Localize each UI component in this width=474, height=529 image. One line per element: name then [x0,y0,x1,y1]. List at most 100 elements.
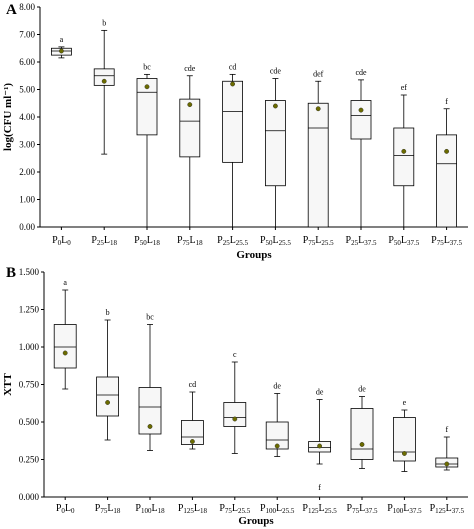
box [350,408,374,460]
box [393,127,415,187]
box [96,376,119,417]
significance-letter: cde [355,68,367,77]
box [264,100,286,187]
y-tick-label: 5.00 [19,85,35,95]
y-tick-label: 1.500 [19,267,40,277]
y-tick-label: 0.250 [19,455,40,465]
y-tick-label: 1.000 [19,342,40,352]
mean-marker [358,107,364,113]
y-tick-label: 0.00 [19,222,35,232]
category-label: P25L25.5 [217,235,248,247]
y-tick-label: 0.000 [19,492,40,502]
significance-letter: cd [189,380,197,389]
significance-letter: b [106,308,110,317]
y-tick-label: 0.750 [19,380,40,390]
category-label: P100L18 [135,503,165,515]
category-label: P75L25.5 [219,503,250,515]
box [138,387,162,435]
category-label: P75L37.5 [347,503,378,515]
mean-marker [230,81,236,87]
category-label: P75L18 [177,235,203,247]
significance-letter: cde [184,64,196,73]
y-tick-label: 7.00 [19,30,35,40]
significance-letter: cd [229,62,237,71]
mean-marker [232,416,238,422]
category-label: P75L18 [95,503,121,515]
box [223,402,247,427]
category-label: P125L18 [178,503,208,515]
significance-letter: de [273,382,281,391]
box [222,80,244,163]
y-tick-label: 0.500 [19,417,40,427]
chart-panel-b: B 0.000 0.250 0.500 0.750 1.000 1.250 1.500 XTT G… [2,265,468,527]
significance-letter: bc [146,313,154,322]
category-label: P100L37.5 [387,503,422,515]
mean-marker [317,443,322,449]
panel-label: B [6,265,16,281]
mean-marker [101,78,107,84]
mean-marker [59,48,64,54]
y-tick-label: 1.00 [19,195,35,205]
category-label: P50L37.5 [388,235,419,247]
category-label: P125L25.5 [302,503,337,515]
mean-marker [147,424,153,429]
mean-marker [62,350,68,356]
category-label: P50L25.5 [260,235,291,247]
box [307,102,329,228]
category-label: P25L18 [91,235,117,247]
panel-label: A [6,2,17,18]
category-label: P0L0 [56,503,75,515]
significance-letter: de [358,385,366,394]
box [53,324,77,369]
category-label: P75L25.5 [303,235,334,247]
y-tick-label: 8.00 [19,2,35,12]
significance-letter: e [403,398,407,407]
mean-marker [187,102,193,108]
mean-marker [401,451,407,456]
significance-letter: cde [270,67,282,76]
significance-letter: f [445,97,448,106]
chart-panel-a: A 0.00 1.00 2.00 3.00 4.00 5.00 6.00 7.00 8.00 log… [2,2,468,261]
category-label: P50L18 [134,235,160,247]
box [436,134,458,228]
box [93,68,115,86]
x-axis-title: Groups [238,515,274,527]
mean-marker [315,106,321,112]
y-tick-label: 3.00 [19,140,35,150]
significance-letter: a [60,35,64,44]
category-label: P0L0 [52,235,71,247]
mean-marker [105,400,111,405]
category-label: P75L37.5 [431,235,462,247]
significance-letter: def [313,69,324,78]
box [179,98,201,158]
box [180,420,204,445]
mean-marker [274,443,280,449]
y-axis-title: XTT [2,373,14,396]
category-label: P125L37.5 [430,503,465,515]
significance-letter: a [63,278,67,287]
category-label: P25L37.5 [346,235,377,247]
mean-marker [444,461,450,467]
category-label: P100L25.5 [260,503,295,515]
mean-marker [444,148,449,154]
y-tick-label: 2.00 [19,167,35,177]
box [392,417,416,462]
significance-letter: bc [143,62,151,71]
significance-letter: b [102,18,106,27]
mean-marker [189,439,195,444]
mean-marker [272,103,278,109]
y-tick-label: 1.250 [19,305,40,315]
significance-letter-low: f [318,483,321,492]
mean-marker [401,148,407,154]
significance-letter: f [445,425,448,434]
significance-letter: de [316,388,324,397]
y-tick-label: 4.00 [19,112,35,122]
mean-marker [144,84,150,90]
significance-letter: ef [401,83,408,92]
x-axis-title: Groups [236,249,272,261]
y-tick-label: 6.00 [19,57,35,67]
box [265,421,289,450]
mean-marker [359,442,365,447]
box [350,100,372,140]
